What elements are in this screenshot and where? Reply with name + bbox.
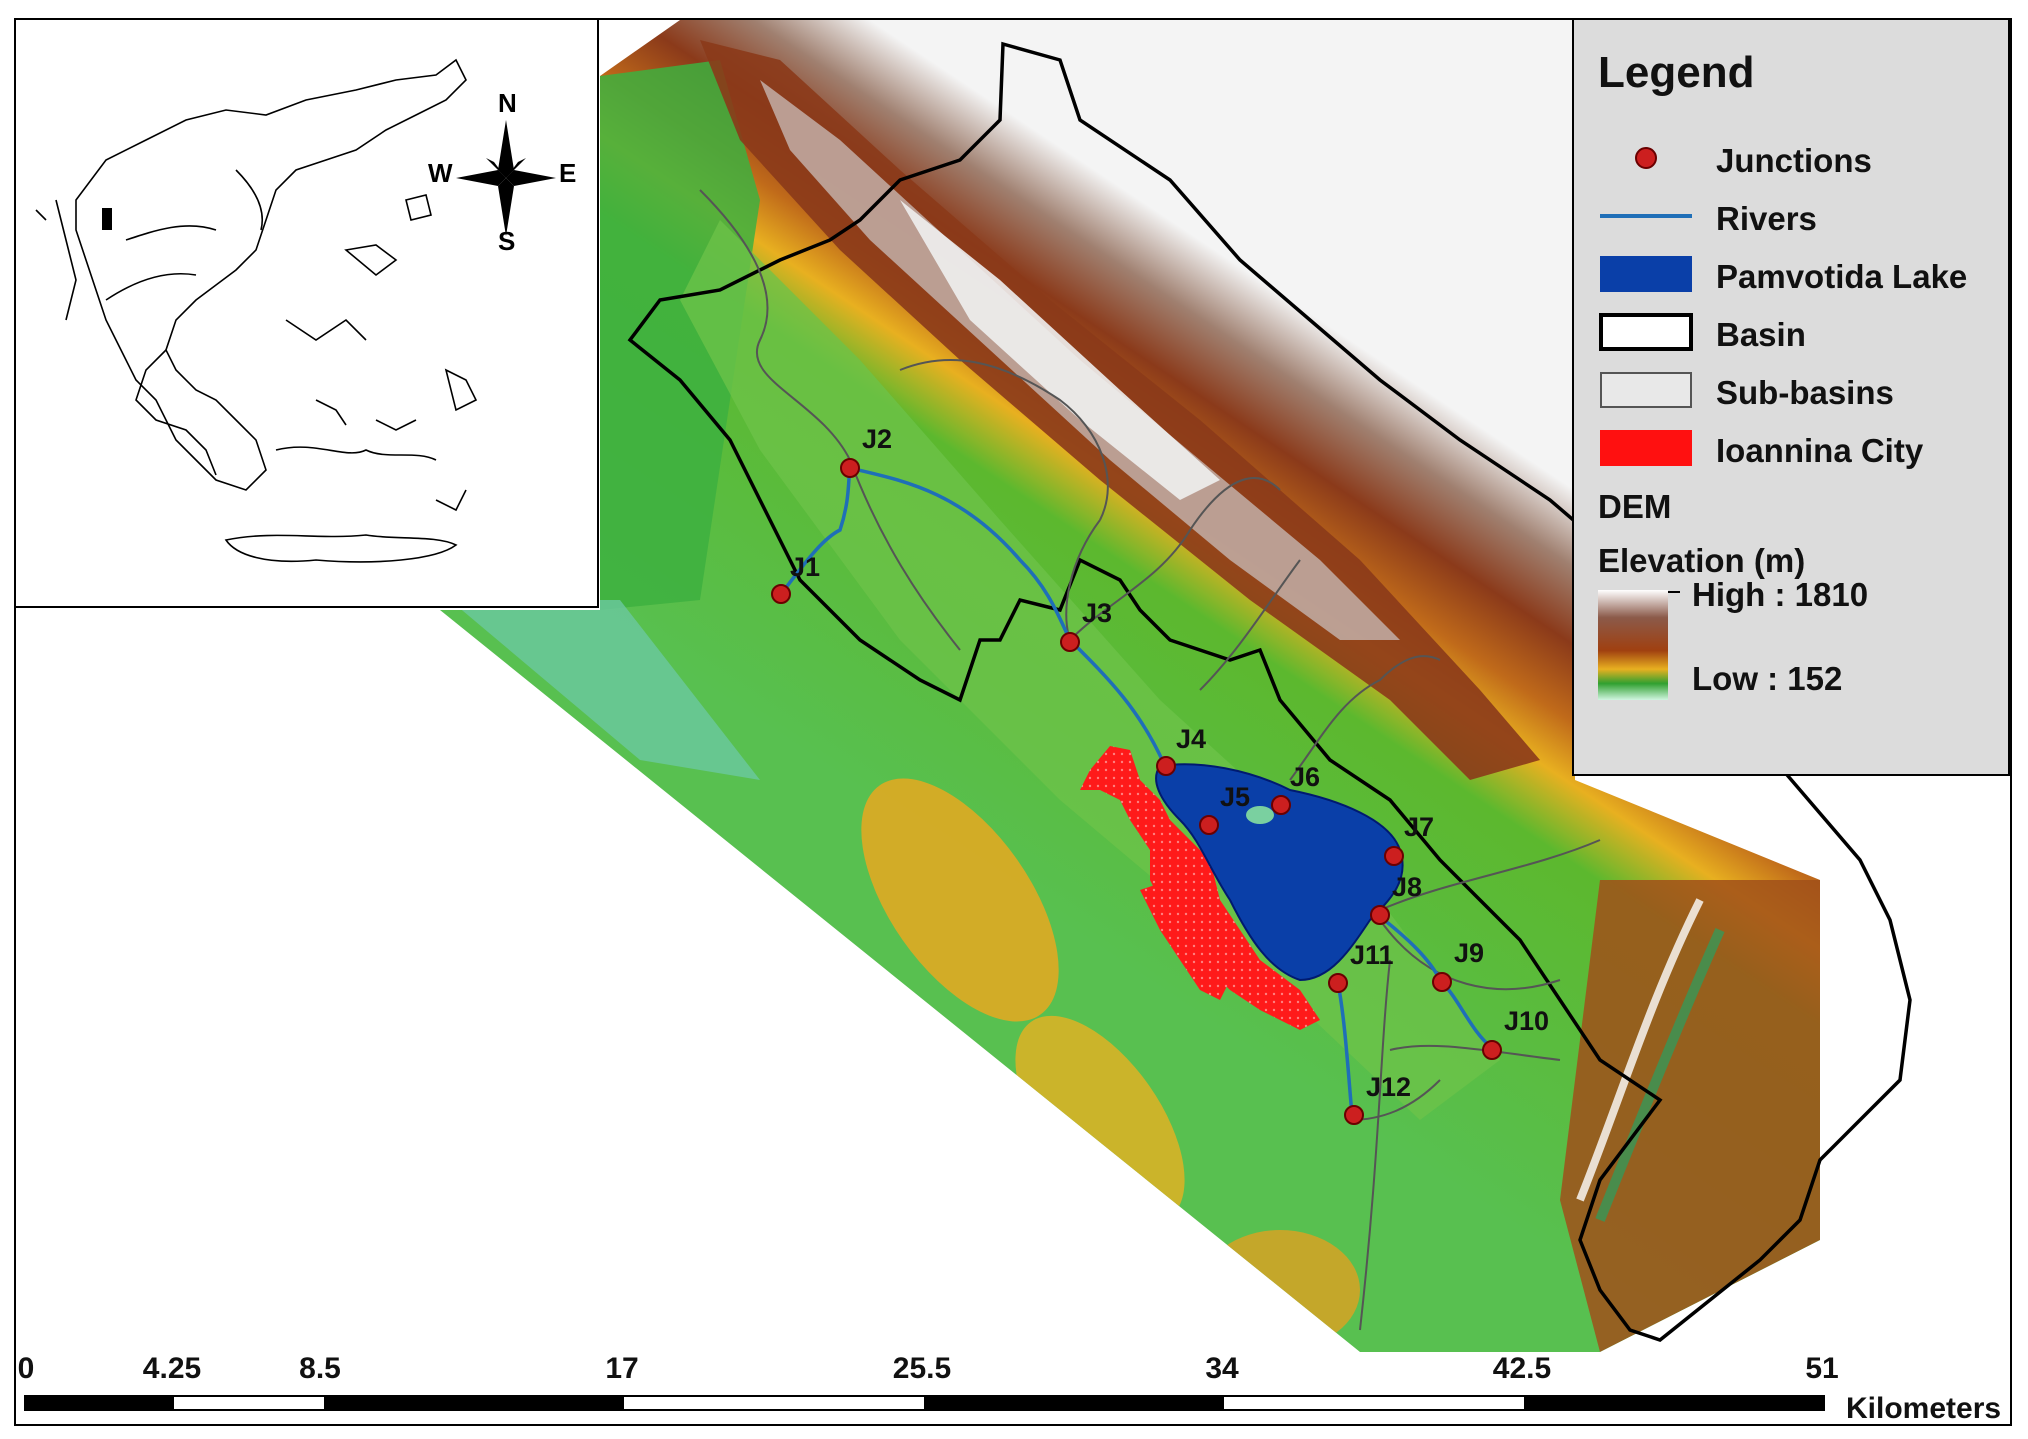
legend-panel: Legend Junctions Rivers Pamvotida Lake B… — [1572, 18, 2010, 776]
study-area-marker — [102, 208, 112, 230]
scale-tick-label: 0 — [17, 1352, 35, 1385]
scale-tick-label: 34 — [1205, 1352, 1239, 1385]
junction-dot-icon — [1635, 147, 1657, 169]
junction-label: J6 — [1290, 762, 1320, 792]
scale-tick-label: 25.5 — [892, 1352, 952, 1385]
scale-bar-segments — [24, 1395, 1825, 1411]
legend-label: Ioannina City — [1716, 432, 1924, 469]
lake-fill-icon — [1600, 256, 1692, 292]
legend-item-basin: Basin — [1598, 312, 1998, 360]
junction-j1 — [771, 584, 791, 604]
junction-label: J7 — [1404, 812, 1434, 842]
scale-tick-label: 51 — [1805, 1352, 1839, 1385]
junction-j4 — [1156, 756, 1176, 776]
junction-label: J1 — [790, 552, 820, 582]
subbasin-lines — [699, 189, 1601, 1331]
junction-points — [771, 458, 1502, 1125]
greece-outline — [35, 58, 478, 563]
river-line-icon — [1600, 214, 1692, 218]
scale-unit-label: Kilometers — [1846, 1392, 2002, 1425]
lake-island — [1246, 806, 1274, 824]
junction-label: J4 — [1176, 724, 1206, 754]
junction-label: J2 — [862, 424, 892, 454]
compass-n-label: N — [498, 88, 517, 118]
legend-label: Rivers — [1716, 200, 1817, 237]
junction-labels: J1 J2 J3 J4 J5 J6 J7 J8 J9 J10 J11 J12 — [790, 424, 1549, 1102]
dem-heading: DEM — [1598, 488, 1672, 525]
compass-s-label: S — [498, 226, 516, 256]
pamvotida-lake — [1155, 763, 1404, 982]
junction-j5 — [1199, 815, 1219, 835]
legend-item-subbasins: Sub-basins — [1598, 370, 1998, 418]
junction-j2 — [840, 458, 860, 478]
legend-title: Legend — [1598, 48, 1755, 97]
legend-label: Pamvotida Lake — [1716, 258, 1968, 295]
scale-tick-label: 4.25 — [142, 1352, 202, 1385]
scale-tick-label: 8.5 — [299, 1352, 341, 1385]
ioannina-city — [1080, 746, 1320, 1030]
legend-label: Junctions — [1716, 142, 1872, 179]
elevation-heading: Elevation (m) — [1598, 542, 1806, 579]
inset-map: N S W E — [14, 18, 599, 608]
legend-label: Sub-basins — [1716, 374, 1894, 411]
junction-j6 — [1271, 795, 1291, 815]
junction-j10 — [1482, 1040, 1502, 1060]
scale-bar: 0 4.25 8.5 17 25.5 34 42.5 51 Kilometers — [14, 1352, 2012, 1425]
compass-rose-icon — [456, 120, 556, 236]
junction-j7 — [1384, 846, 1404, 866]
junction-label: J5 — [1220, 782, 1250, 812]
subbasin-outline-icon — [1600, 372, 1692, 408]
junction-label: J9 — [1454, 938, 1484, 968]
junction-label: J10 — [1504, 1006, 1549, 1036]
legend-item-junctions: Junctions — [1598, 138, 1998, 186]
scale-tick-label: 17 — [605, 1352, 639, 1385]
dem-high-label: High : 1810 — [1692, 576, 1869, 613]
junction-label: J12 — [1366, 1072, 1411, 1102]
junction-j12 — [1344, 1105, 1364, 1125]
junction-label: J8 — [1392, 872, 1422, 902]
junction-label: J11 — [1350, 940, 1394, 970]
junction-j11 — [1328, 973, 1348, 993]
compass-w-label: W — [428, 158, 453, 188]
junction-j8 — [1370, 905, 1390, 925]
scale-tick-label: 42.5 — [1492, 1352, 1552, 1385]
dem-low-label: Low : 152 — [1692, 660, 1843, 697]
junction-j3 — [1060, 632, 1080, 652]
legend-item-lake: Pamvotida Lake — [1598, 254, 1998, 302]
junction-j9 — [1432, 972, 1452, 992]
legend-item-city: Ioannina City — [1598, 428, 1998, 476]
compass-e-label: E — [559, 158, 577, 188]
legend-label: Basin — [1716, 316, 1806, 353]
city-fill-icon — [1600, 430, 1692, 466]
legend-item-rivers: Rivers — [1598, 196, 1998, 244]
dem-color-ramp — [1598, 590, 1680, 700]
basin-outline-icon — [1599, 313, 1693, 351]
junction-label: J3 — [1082, 598, 1112, 628]
